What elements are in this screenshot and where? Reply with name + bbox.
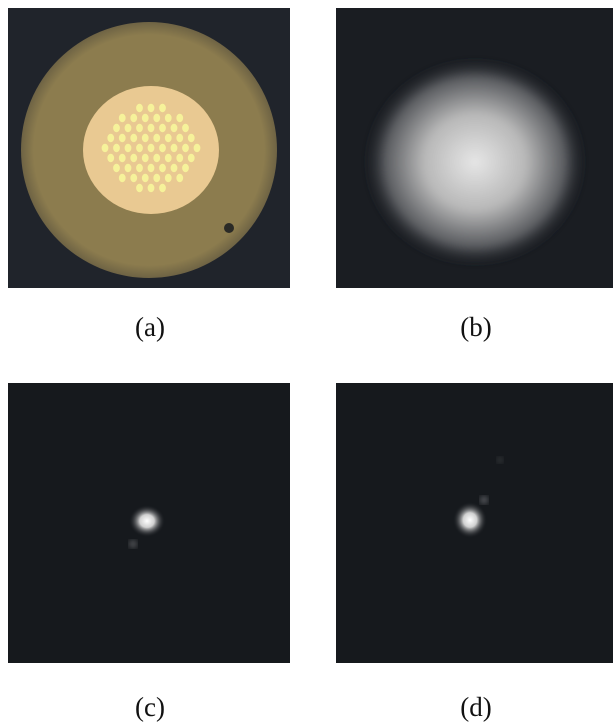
air-hole (148, 164, 155, 172)
air-hole (113, 164, 120, 172)
air-hole (130, 154, 137, 162)
air-hole (153, 114, 160, 122)
air-hole (159, 184, 166, 192)
panel-c-image (8, 383, 290, 663)
air-hole (165, 174, 172, 182)
air-hole (119, 134, 126, 142)
air-hole (125, 144, 132, 152)
air-hole (136, 104, 143, 112)
panel-label: (d) (460, 692, 491, 722)
air-hole (148, 184, 155, 192)
air-hole (171, 164, 178, 172)
air-hole (107, 154, 114, 162)
air-hole (188, 134, 195, 142)
air-hole (159, 104, 166, 112)
air-hole (159, 124, 166, 132)
air-hole (165, 154, 172, 162)
air-hole (136, 144, 143, 152)
air-hole (136, 124, 143, 132)
air-hole (102, 144, 109, 152)
air-hole (107, 134, 114, 142)
air-hole (119, 154, 126, 162)
air-hole (142, 134, 149, 142)
air-hole (130, 114, 137, 122)
air-hole (142, 154, 149, 162)
air-hole (176, 114, 183, 122)
air-hole (182, 124, 189, 132)
air-hole (148, 144, 155, 152)
air-hole (165, 134, 172, 142)
air-hole (119, 114, 126, 122)
air-hole (171, 144, 178, 152)
air-hole (176, 134, 183, 142)
air-hole (113, 124, 120, 132)
air-hole (130, 134, 137, 142)
air-hole (130, 174, 137, 182)
air-hole (153, 154, 160, 162)
air-hole (136, 184, 143, 192)
air-hole (176, 154, 183, 162)
air-hole (125, 164, 132, 172)
panel-label: (c) (135, 692, 165, 722)
air-hole (153, 174, 160, 182)
panel-label: (b) (460, 312, 491, 342)
air-hole (171, 124, 178, 132)
air-hole (153, 134, 160, 142)
air-hole (142, 174, 149, 182)
air-hole (136, 164, 143, 172)
air-hole (165, 114, 172, 122)
air-hole (188, 154, 195, 162)
air-hole (159, 164, 166, 172)
air-hole (159, 144, 166, 152)
air-hole (182, 144, 189, 152)
air-hole (148, 104, 155, 112)
air-hole (194, 144, 201, 152)
figure: (a) (b) (c) (d) (0, 0, 613, 725)
air-hole (119, 174, 126, 182)
air-hole (148, 124, 155, 132)
air-hole (113, 144, 120, 152)
air-hole (176, 174, 183, 182)
panel-a-image (8, 8, 290, 288)
panel-label: (a) (135, 312, 165, 342)
air-hole (125, 124, 132, 132)
air-hole (182, 164, 189, 172)
panel-d-image (336, 383, 613, 663)
air-hole (142, 114, 149, 122)
panel-b-image (336, 8, 613, 288)
